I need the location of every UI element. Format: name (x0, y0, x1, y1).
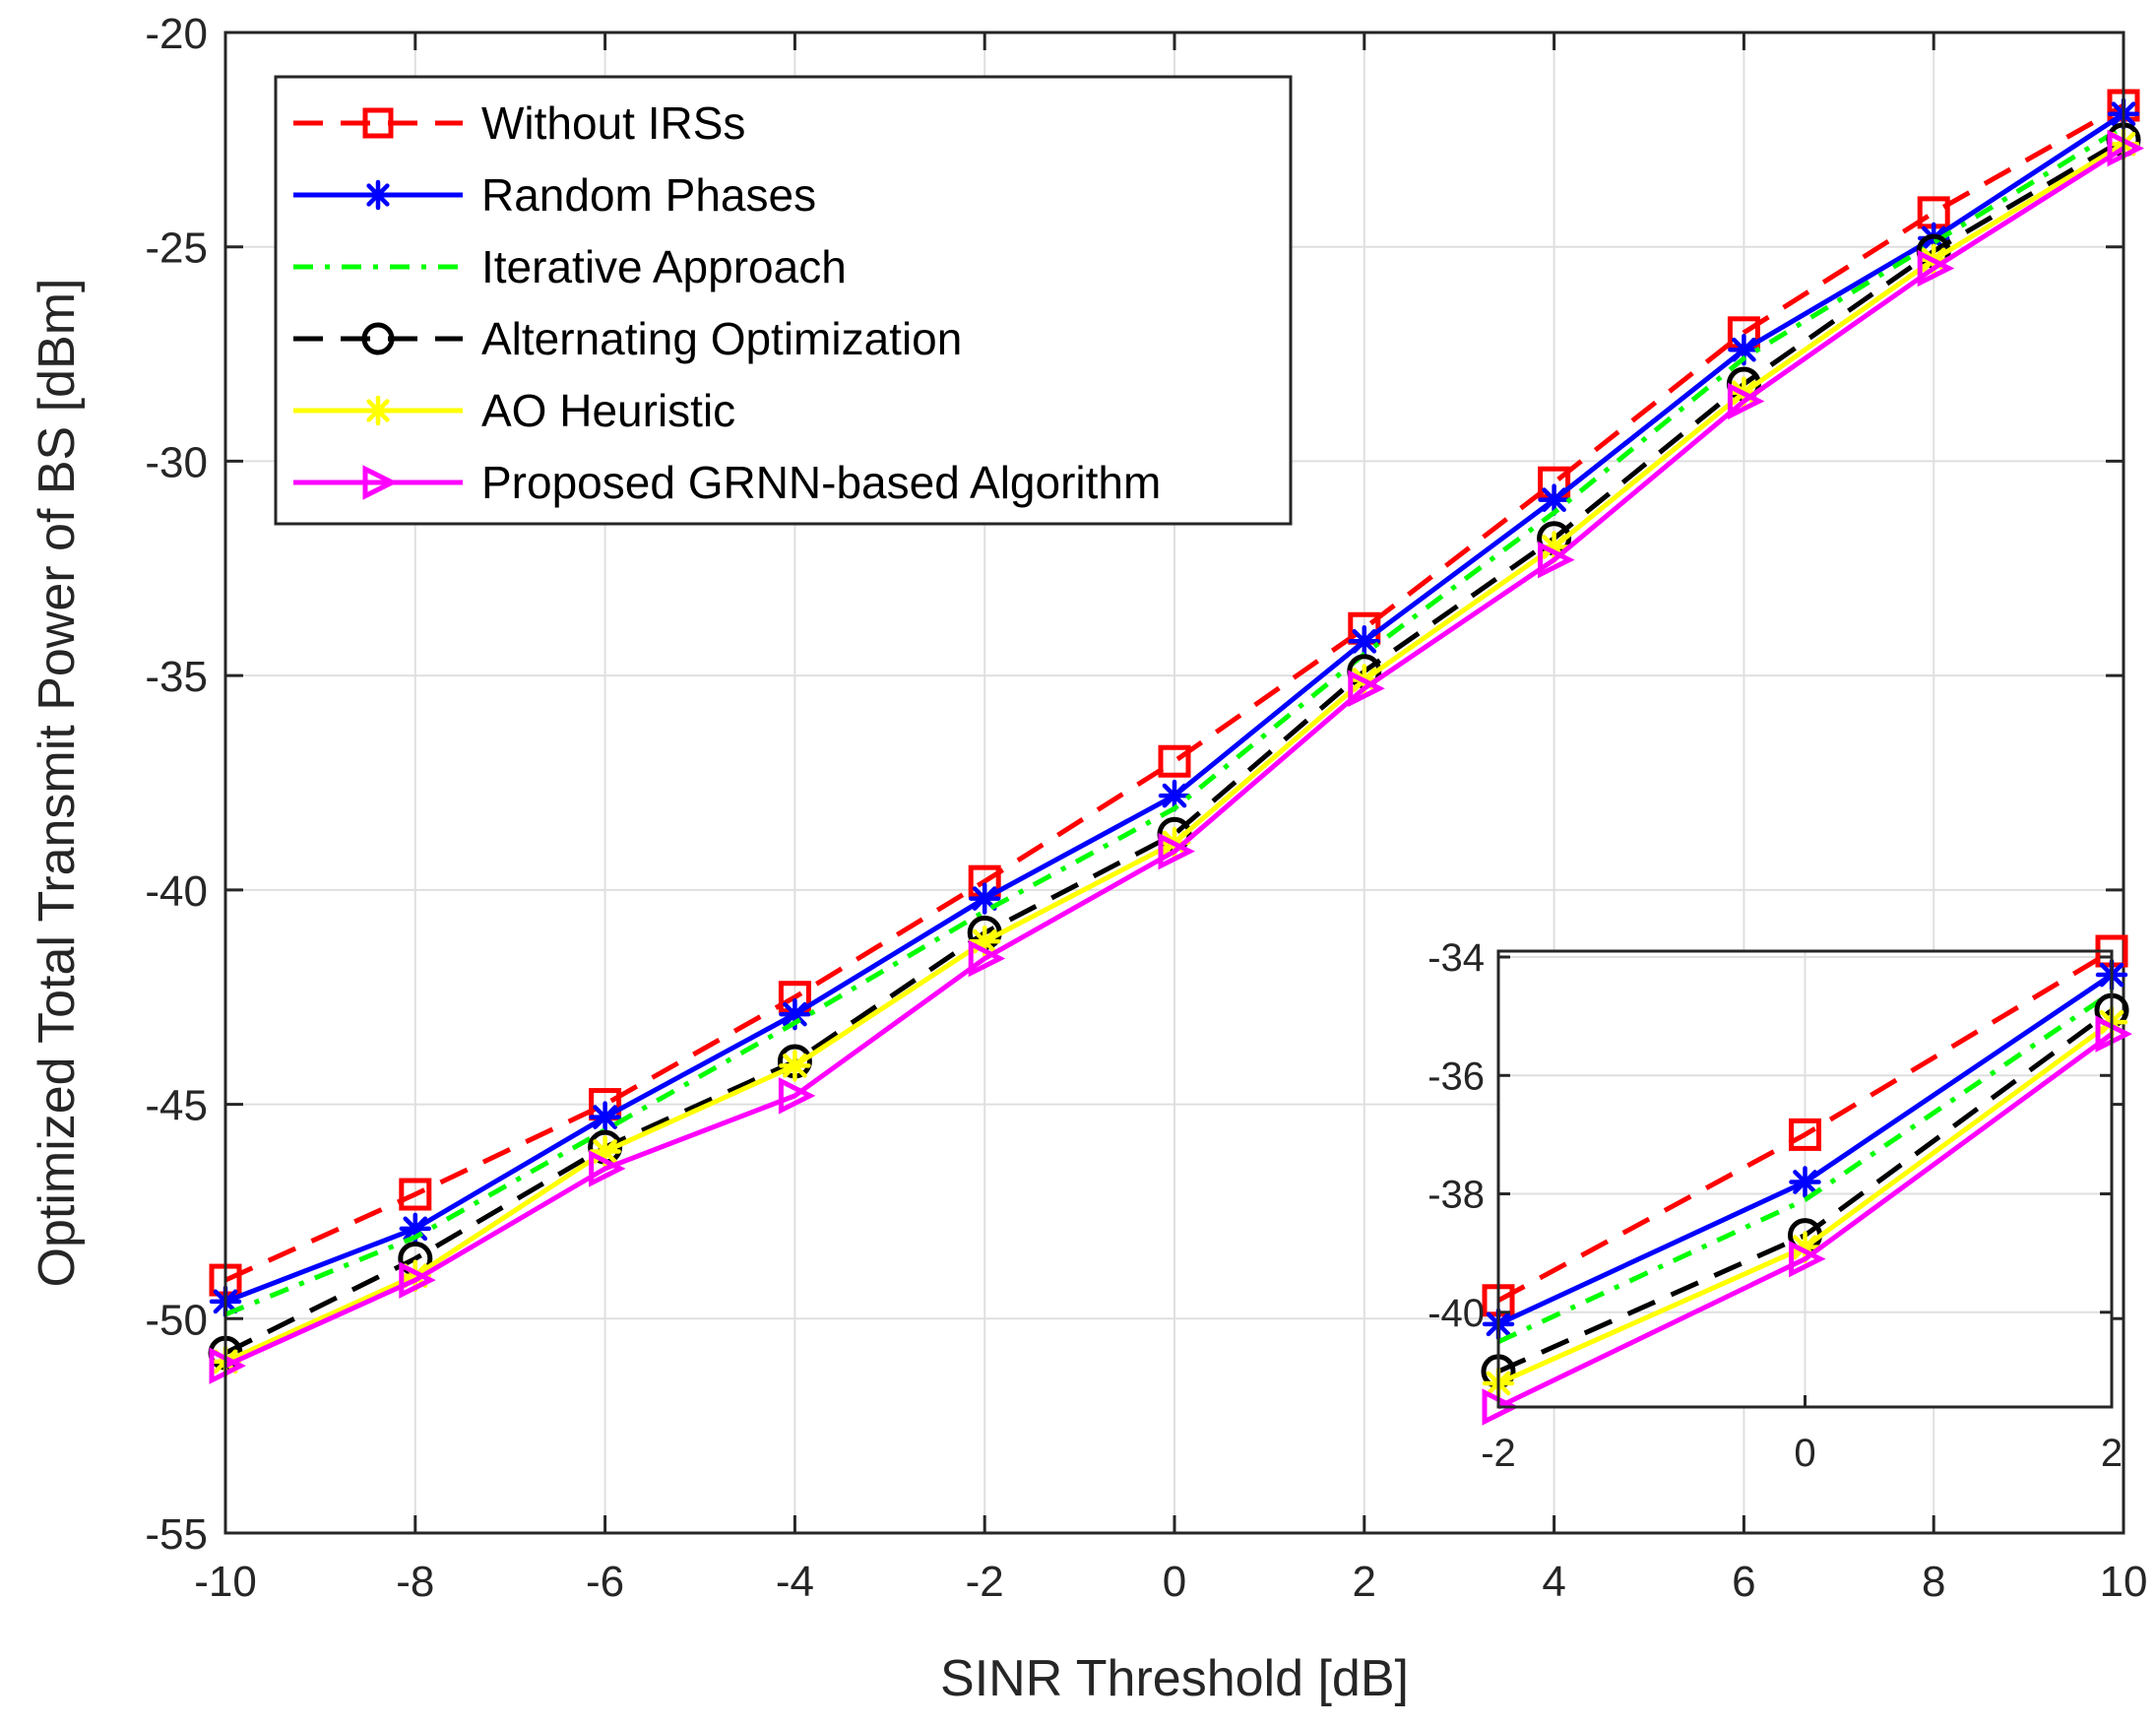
data-point-ao-heuristic (399, 1259, 432, 1292)
y-axis-label: Optimized Total Transmit Power of BS [dB… (29, 279, 86, 1288)
y-tick-label: -50 (145, 1296, 208, 1344)
data-point-proposed-grnn-based-algorithm (1538, 541, 1575, 579)
inset-x-tick-label: 0 (1794, 1432, 1815, 1475)
inset-x-tick-label: -2 (1481, 1432, 1516, 1475)
x-tick-label: 4 (1542, 1558, 1565, 1606)
data-point-random-phases (779, 997, 811, 1031)
series-random-phases (209, 97, 2140, 1318)
data-point-proposed-grnn-based-algorithm (1917, 249, 1955, 288)
series-line-alternating-optimization (223, 137, 2125, 1356)
x-tick-label: -8 (396, 1558, 434, 1606)
legend-entry-alternating-optimization: Alternating Optimization (293, 313, 962, 364)
y-tick-label: -40 (145, 867, 208, 916)
legend-label: AO Heuristic (481, 385, 735, 436)
inset-data-point-random-phases (1789, 1166, 1821, 1198)
inset-x-tick-label: 2 (2101, 1432, 2123, 1475)
inset-y-tick-label: -36 (1427, 1055, 1485, 1098)
legend-label: Random Phases (481, 169, 816, 221)
y-tick-label: -35 (145, 653, 208, 701)
inset-series-iterative-approach (1496, 991, 2114, 1345)
inset-series-line-proposed-grnn-based-algorithm (1496, 1032, 2114, 1410)
inset-data-point-proposed-grnn-based-algorithm (1789, 1240, 1826, 1278)
inset-series-line-iterative-approach (1496, 991, 2114, 1345)
inset-y-tick-label: -34 (1427, 936, 1485, 980)
data-point-random-phases (1728, 333, 1760, 366)
legend-entry-ao-heuristic: AO Heuristic (293, 385, 735, 436)
data-point-proposed-grnn-based-algorithm (778, 1077, 816, 1115)
x-tick-label: 0 (1163, 1558, 1186, 1606)
x-tick-label: 8 (1922, 1558, 1945, 1606)
y-tick-label: -45 (145, 1082, 208, 1130)
x-axis-label: SINR Threshold [dB] (940, 1650, 1409, 1707)
inset-y-tick-label: -38 (1427, 1174, 1485, 1217)
x-tick-label: -4 (776, 1558, 814, 1606)
series-iterative-approach (224, 124, 2125, 1317)
data-point-proposed-grnn-based-algorithm (1158, 832, 1195, 870)
x-tick-label: -6 (586, 1558, 624, 1606)
legend-entry-iterative-approach: Iterative Approach (293, 241, 847, 292)
data-point-ao-heuristic (968, 925, 1001, 958)
inset-series-line-without-irss (1496, 948, 2114, 1303)
series-line-proposed-grnn-based-algorithm (223, 146, 2125, 1369)
legend-marker-ao-heuristic (362, 395, 394, 426)
legend-marker-alternating-optimization (361, 322, 395, 355)
legend-box (274, 75, 1293, 526)
data-point-random-phases (399, 1212, 432, 1246)
inset-data-point-ao-heuristic (1789, 1231, 1821, 1263)
x-tick-label: 6 (1732, 1558, 1755, 1606)
y-tick-label: -55 (145, 1510, 208, 1559)
y-tick-label: -25 (145, 224, 208, 273)
x-tick-label: 2 (1353, 1558, 1376, 1606)
x-tick-label: 10 (2100, 1558, 2148, 1606)
data-point-proposed-grnn-based-algorithm (399, 1261, 436, 1299)
data-point-random-phases (1158, 779, 1191, 812)
legend-label: Iterative Approach (481, 241, 847, 292)
series-line-without-irss (223, 102, 2125, 1283)
inset-axes: -2 0 2 -40 -38 -36 -34 (1427, 934, 2132, 1475)
legend-marker-proposed-grnn-based-algorithm (362, 465, 398, 500)
data-point-ao-heuristic (1538, 531, 1570, 563)
legend: Without IRSs Random Phases Iterative Appro… (274, 75, 1293, 526)
inset-y-tick-label: -40 (1427, 1292, 1485, 1335)
legend-entry-proposed-grnn-based-algorithm: Proposed GRNN-based Algorithm (293, 457, 1161, 508)
legend-label: Proposed GRNN-based Algorithm (481, 457, 1161, 508)
data-point-proposed-grnn-based-algorithm (589, 1150, 626, 1187)
series-group (208, 89, 2144, 1384)
data-point-proposed-grnn-based-algorithm (1727, 382, 1765, 420)
data-point-ao-heuristic (589, 1135, 621, 1168)
series-line-iterative-approach (224, 124, 2125, 1317)
legend-marker-random-phases (362, 179, 394, 211)
y-tick-label: -20 (145, 10, 208, 58)
data-point-without-irss (399, 1178, 432, 1211)
data-point-without-irss (1158, 744, 1191, 778)
legend-entry-without-irss: Without IRSs (293, 97, 745, 149)
legend-label: Without IRSs (481, 97, 745, 149)
data-point-proposed-grnn-based-algorithm (1348, 670, 1385, 707)
axes-frame: -10 -8 -6 -4 -2 0 2 4 6 8 10-55-50-45-40-35-30-25-… (145, 10, 2147, 1606)
data-point-random-phases (589, 1101, 621, 1133)
inset-frame: -2 0 2 -40 -38 -36 -34 (1427, 936, 2123, 1475)
legend-label: Alternating Optimization (481, 313, 962, 364)
data-point-proposed-grnn-based-algorithm (968, 939, 1006, 978)
data-point-random-phases (1538, 483, 1570, 516)
data-point-ao-heuristic (779, 1050, 811, 1082)
legend-entry-random-phases: Random Phases (293, 169, 816, 221)
x-tick-label: -2 (966, 1558, 1004, 1606)
data-point-random-phases (968, 882, 1001, 915)
legend-marker-without-irss (362, 107, 394, 139)
x-tick-label: -10 (194, 1558, 257, 1606)
y-tick-label: -30 (145, 438, 208, 486)
data-point-random-phases (1348, 625, 1381, 658)
inset-data-point-without-irss (1789, 1118, 1821, 1151)
